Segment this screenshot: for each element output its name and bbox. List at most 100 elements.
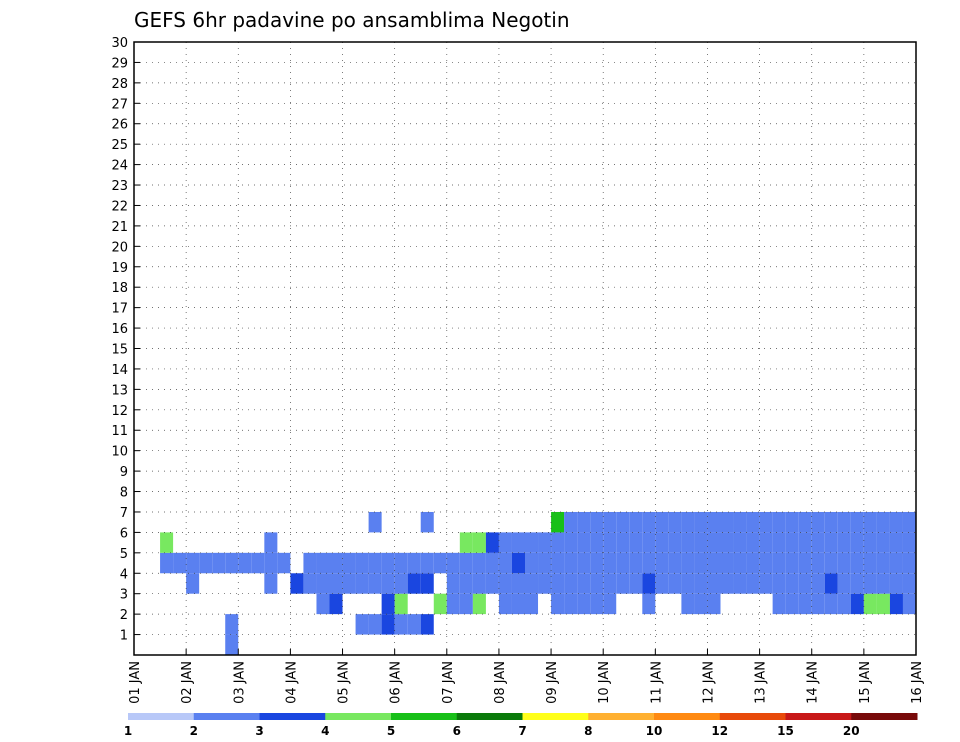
heatmap-cell bbox=[642, 573, 656, 594]
heatmap-cell bbox=[290, 573, 304, 594]
heatmap-cell bbox=[681, 532, 695, 553]
heatmap-cell bbox=[772, 532, 786, 553]
colorbar-swatch bbox=[325, 713, 392, 720]
x-tick-label: 16 JAN bbox=[910, 661, 925, 704]
heatmap-cell bbox=[642, 532, 656, 553]
heatmap-cell bbox=[824, 573, 838, 594]
heatmap-cell bbox=[746, 511, 760, 533]
heatmap-cell bbox=[160, 552, 174, 574]
heatmap-cell bbox=[785, 511, 799, 533]
heatmap-cell bbox=[538, 552, 552, 574]
heatmap-cell bbox=[538, 573, 552, 594]
heatmap-cell bbox=[329, 552, 343, 574]
heatmap-cell bbox=[368, 552, 382, 574]
heatmap-cell bbox=[837, 552, 851, 574]
colorbar-swatch bbox=[193, 713, 260, 720]
heatmap-cell bbox=[603, 573, 617, 594]
heatmap-cell bbox=[798, 532, 812, 553]
colorbar-label: 8 bbox=[584, 724, 592, 738]
heatmap-cell bbox=[564, 552, 578, 574]
heatmap-cell bbox=[681, 552, 695, 574]
heatmap-cell bbox=[564, 573, 578, 594]
heatmap-cell bbox=[889, 552, 903, 574]
heatmap-cell bbox=[238, 552, 252, 574]
y-tick-label: 27 bbox=[111, 97, 128, 112]
colorbar-swatch bbox=[654, 713, 721, 720]
heatmap-cell bbox=[303, 552, 317, 574]
heatmap-cell bbox=[629, 573, 643, 594]
heatmap-cell bbox=[433, 552, 447, 574]
y-tick-label: 3 bbox=[120, 588, 128, 603]
heatmap-cell bbox=[720, 573, 734, 594]
heatmap-cell bbox=[577, 593, 591, 615]
heatmap-cell bbox=[551, 511, 565, 533]
heatmap-cell bbox=[850, 511, 864, 533]
colorbar-label: 2 bbox=[190, 724, 198, 738]
heatmap-cell bbox=[772, 573, 786, 594]
heatmap-cell bbox=[225, 614, 239, 635]
heatmap-cell bbox=[863, 532, 877, 553]
x-tick-label: 14 JAN bbox=[806, 661, 821, 704]
heatmap-cell bbox=[394, 573, 408, 594]
heatmap-cell bbox=[564, 532, 578, 553]
heatmap-cell bbox=[707, 552, 721, 574]
heatmap-cell bbox=[472, 593, 486, 615]
heatmap-cell bbox=[642, 511, 656, 533]
heatmap-cell bbox=[316, 573, 330, 594]
heatmap-cell bbox=[720, 511, 734, 533]
heatmap-cell bbox=[642, 593, 656, 615]
heatmap-cell bbox=[902, 552, 916, 574]
heatmap-cell bbox=[863, 573, 877, 594]
heatmap-cell bbox=[407, 573, 421, 594]
heatmap-cell bbox=[785, 532, 799, 553]
heatmap-cell bbox=[577, 511, 591, 533]
y-tick-label: 6 bbox=[120, 526, 128, 541]
heatmap-cell bbox=[629, 552, 643, 574]
heatmap-cell bbox=[525, 552, 539, 574]
heatmap-cell bbox=[459, 573, 473, 594]
heatmap-cell bbox=[264, 573, 278, 594]
heatmap-cell bbox=[720, 552, 734, 574]
heatmap-cell bbox=[264, 552, 278, 574]
colorbar-swatch bbox=[719, 713, 786, 720]
heatmap-cell bbox=[485, 532, 499, 553]
colorbar-swatch bbox=[522, 713, 589, 720]
y-tick-label: 2 bbox=[120, 608, 128, 623]
y-tick-label: 5 bbox=[120, 547, 128, 562]
colorbar-swatch bbox=[456, 713, 523, 720]
heatmap-cell bbox=[876, 532, 890, 553]
heatmap-cell bbox=[655, 532, 669, 553]
heatmap-cell bbox=[629, 511, 643, 533]
heatmap-cell bbox=[590, 552, 604, 574]
heatmap-cell bbox=[707, 511, 721, 533]
heatmap-cell bbox=[733, 532, 747, 553]
heatmap-cell bbox=[863, 593, 877, 615]
heatmap-cell bbox=[590, 573, 604, 594]
y-tick-label: 20 bbox=[111, 240, 128, 255]
heatmap-cell bbox=[863, 552, 877, 574]
heatmap-cell bbox=[876, 573, 890, 594]
heatmap-cell bbox=[629, 532, 643, 553]
heatmap-cell bbox=[759, 552, 773, 574]
x-tick-label: 12 JAN bbox=[701, 661, 716, 704]
heatmap-cell bbox=[798, 552, 812, 574]
heatmap-cell bbox=[668, 573, 682, 594]
heatmap-cell bbox=[511, 573, 525, 594]
y-tick-label: 1 bbox=[120, 629, 128, 644]
heatmap-cell bbox=[498, 573, 512, 594]
y-tick-label: 24 bbox=[111, 159, 128, 174]
heatmap-cell bbox=[303, 573, 317, 594]
heatmap-cell bbox=[746, 552, 760, 574]
y-tick-label: 19 bbox=[111, 261, 128, 276]
heatmap-cell bbox=[850, 593, 864, 615]
heatmap-cell bbox=[798, 573, 812, 594]
heatmap-cell bbox=[342, 552, 356, 574]
heatmap-cell bbox=[733, 573, 747, 594]
heatmap-cell bbox=[616, 511, 630, 533]
heatmap-cell bbox=[525, 573, 539, 594]
heatmap-cell bbox=[329, 593, 343, 615]
x-tick-label: 13 JAN bbox=[754, 661, 769, 704]
heatmap-cell bbox=[264, 532, 278, 553]
heatmap-cell bbox=[694, 552, 708, 574]
